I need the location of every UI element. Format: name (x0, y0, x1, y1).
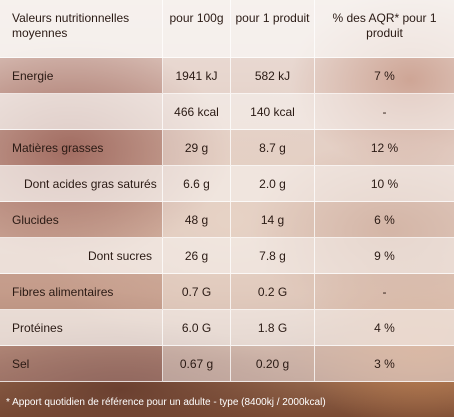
row-per-product: 582 kJ (231, 58, 315, 94)
footnote: * Apport quotidien de référence pour un … (6, 397, 326, 408)
row-label: Glucides (0, 202, 163, 238)
row-per-product: 7.8 g (231, 238, 315, 274)
row-label: Fibres alimentaires (0, 274, 163, 310)
row-per-product: 14 g (231, 202, 315, 238)
row-aqr: 10 % (315, 166, 454, 202)
header-aqr: % des AQR* pour 1 produit (315, 0, 454, 58)
header-per-100g: pour 100g (163, 0, 231, 58)
row-per-product: 2.0 g (231, 166, 315, 202)
row-aqr: - (315, 274, 454, 310)
row-label: Protéines (0, 310, 163, 346)
table-row-saturated-fat: Dont acides gras saturés 6.6 g 2.0 g 10 … (0, 166, 454, 202)
row-per-100g: 48 g (163, 202, 231, 238)
row-aqr: 3 % (315, 346, 454, 382)
row-label: Dont acides gras saturés (0, 166, 163, 202)
header-per-product: pour 1 produit (231, 0, 315, 58)
table-row-fiber: Fibres alimentaires 0.7 G 0.2 G - (0, 274, 454, 310)
row-label: Matières grasses (0, 130, 163, 166)
row-per-product: 8.7 g (231, 130, 315, 166)
row-per-product: 140 kcal (231, 94, 315, 130)
row-per-100g: 26 g (163, 238, 231, 274)
table-row-sugars: Dont sucres 26 g 7.8 g 9 % (0, 238, 454, 274)
row-per-100g: 0.7 G (163, 274, 231, 310)
row-label (0, 94, 163, 130)
table-row-fat: Matières grasses 29 g 8.7 g 12 % (0, 130, 454, 166)
row-per-product: 1.8 G (231, 310, 315, 346)
row-per-100g: 29 g (163, 130, 231, 166)
row-per-100g: 1941 kJ (163, 58, 231, 94)
table-row-energy-kcal: 466 kcal 140 kcal - (0, 94, 454, 130)
row-aqr: 12 % (315, 130, 454, 166)
table-row-protein: Protéines 6.0 G 1.8 G 4 % (0, 310, 454, 346)
row-per-100g: 466 kcal (163, 94, 231, 130)
row-aqr: 6 % (315, 202, 454, 238)
row-per-100g: 6.0 G (163, 310, 231, 346)
row-label: Energie (0, 58, 163, 94)
row-per-product: 0.2 G (231, 274, 315, 310)
row-per-100g: 6.6 g (163, 166, 231, 202)
table-header: Valeurs nutritionnelles moyennes pour 10… (0, 0, 454, 58)
row-per-100g: 0.67 g (163, 346, 231, 382)
row-label: Dont sucres (0, 238, 163, 274)
row-label: Sel (0, 346, 163, 382)
row-per-product: 0.20 g (231, 346, 315, 382)
table-row-energy-kj: Energie 1941 kJ 582 kJ 7 % (0, 58, 454, 94)
row-aqr: 7 % (315, 58, 454, 94)
header-nutrient: Valeurs nutritionnelles moyennes (0, 0, 163, 58)
nutrition-table: Valeurs nutritionnelles moyennes pour 10… (0, 0, 454, 382)
table-row-carbs: Glucides 48 g 14 g 6 % (0, 202, 454, 238)
row-aqr: - (315, 94, 454, 130)
row-aqr: 9 % (315, 238, 454, 274)
table-row-salt: Sel 0.67 g 0.20 g 3 % (0, 346, 454, 382)
row-aqr: 4 % (315, 310, 454, 346)
